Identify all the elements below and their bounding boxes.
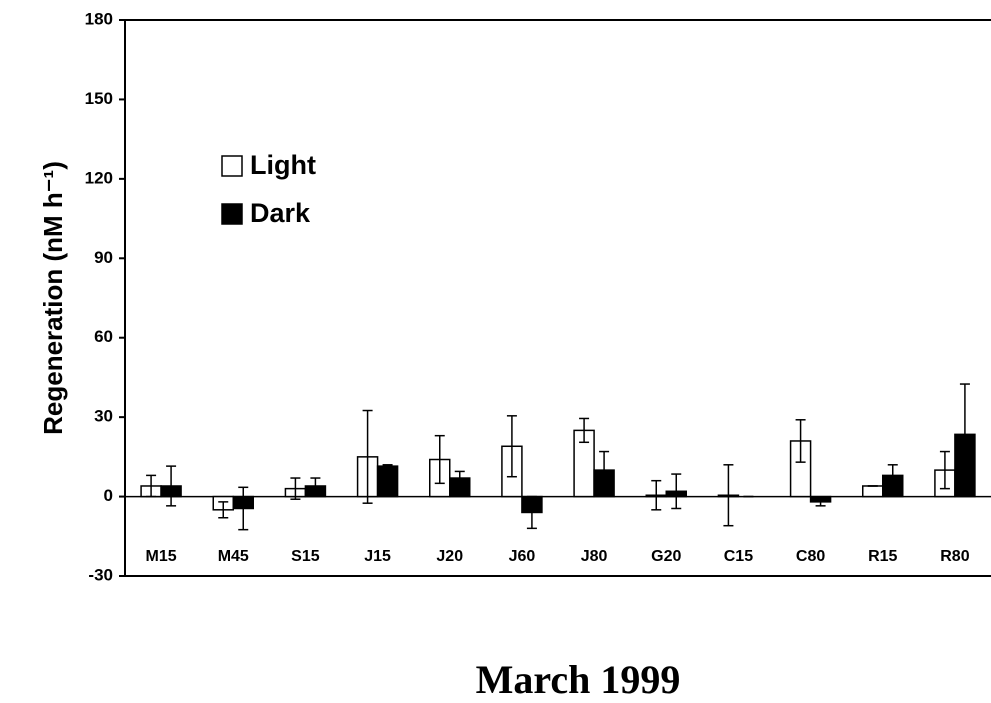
x-tick-label: J20 — [436, 548, 463, 565]
error-bar — [362, 409, 373, 504]
legend-swatch — [221, 155, 243, 177]
x-tick-label: C15 — [724, 548, 753, 565]
x-tick-label: G20 — [651, 548, 681, 565]
x-tick-label: M15 — [146, 548, 177, 565]
error-bar — [382, 464, 393, 469]
error-bar — [166, 465, 177, 507]
legend-label: Light — [250, 150, 316, 180]
error-bar — [959, 383, 970, 486]
error-bar — [599, 450, 610, 490]
error-bar — [526, 495, 537, 530]
y-tick-label: -30 — [88, 565, 113, 584]
x-tick-label: S15 — [291, 548, 320, 565]
error-bar — [723, 464, 734, 527]
bar — [376, 465, 399, 498]
x-tick-label: J60 — [509, 548, 536, 565]
y-tick-label: 120 — [85, 168, 113, 187]
legend-swatch — [221, 203, 243, 225]
chart-title: March 1999 — [476, 657, 681, 702]
x-tick-label: M45 — [218, 548, 249, 565]
error-bar — [506, 415, 517, 478]
error-bar — [238, 486, 249, 531]
error-bar — [939, 450, 950, 490]
error-bar — [218, 501, 229, 519]
y-axis-label: Regeneration (nM h⁻¹) — [38, 161, 68, 435]
error-bar — [887, 464, 898, 487]
x-tick-label: C80 — [796, 548, 825, 565]
x-tick-label: R15 — [868, 548, 897, 565]
error-bar — [795, 419, 806, 463]
error-bar — [579, 417, 590, 444]
y-tick-label: 90 — [94, 248, 113, 267]
error-bar — [310, 477, 321, 495]
error-bar — [454, 470, 465, 486]
y-tick-label: 60 — [94, 327, 113, 346]
error-bar — [815, 497, 826, 507]
error-bar — [671, 473, 682, 510]
x-tick-label: R80 — [940, 548, 969, 565]
error-bar — [651, 479, 662, 511]
bar — [862, 485, 884, 498]
y-tick-label: 180 — [85, 9, 113, 28]
x-tick-label: J80 — [581, 548, 608, 565]
y-tick-label: 0 — [104, 486, 113, 505]
error-bar — [146, 474, 157, 498]
y-tick-label: 30 — [94, 407, 113, 426]
legend-label: Dark — [250, 198, 311, 228]
y-tick-label: 150 — [85, 89, 113, 108]
error-bar — [434, 434, 445, 485]
x-tick-label: J15 — [364, 548, 391, 565]
error-bar — [290, 477, 301, 500]
